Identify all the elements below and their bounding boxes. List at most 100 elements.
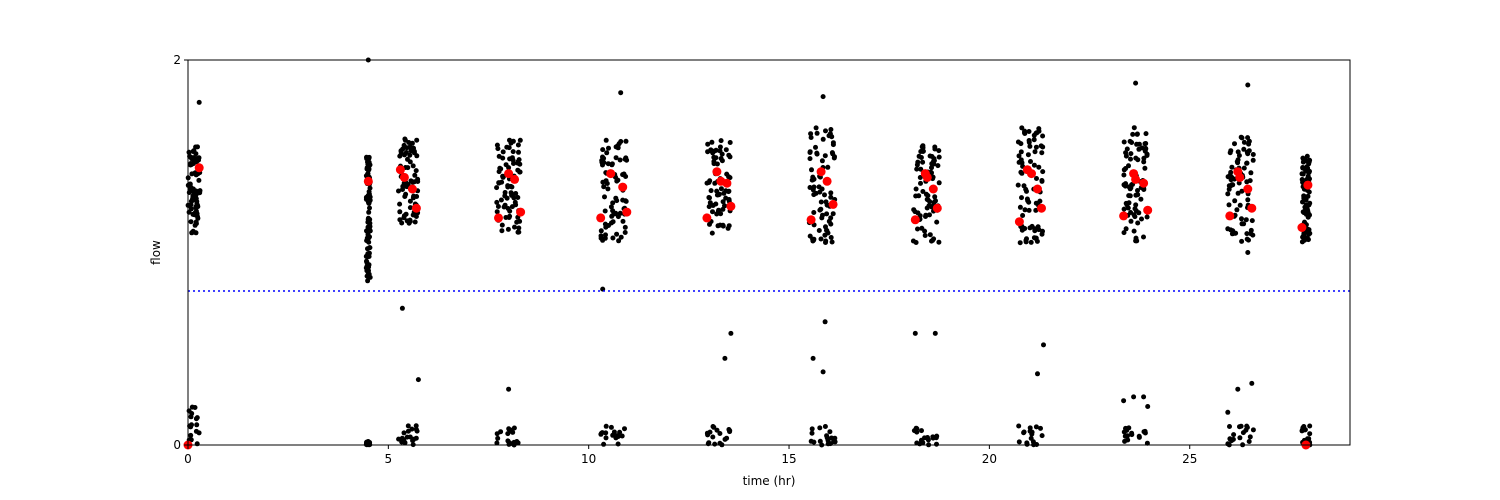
raw-point <box>608 204 614 210</box>
raw-point <box>807 149 813 155</box>
raw-point <box>397 209 403 215</box>
raw-point <box>1128 156 1133 162</box>
raw-point <box>1016 439 1022 445</box>
raw-point <box>936 180 942 186</box>
raw-point <box>399 220 405 226</box>
raw-point <box>506 165 512 171</box>
raw-point <box>1018 169 1024 175</box>
summary-point <box>928 184 938 194</box>
outlier-point <box>363 265 369 271</box>
raw-point <box>364 259 370 265</box>
summary-point <box>712 167 722 177</box>
raw-point <box>935 163 941 169</box>
raw-point <box>919 428 924 434</box>
raw-point <box>705 141 711 147</box>
raw-point <box>1244 231 1250 237</box>
raw-point <box>603 232 608 238</box>
raw-point <box>1125 437 1131 443</box>
raw-point <box>1246 237 1251 243</box>
raw-point <box>1225 191 1231 197</box>
summary-point <box>1027 169 1036 179</box>
raw-point <box>825 164 831 170</box>
raw-point <box>1135 188 1140 193</box>
raw-point <box>913 186 919 192</box>
raw-point <box>923 214 928 219</box>
raw-point <box>515 160 521 166</box>
raw-point <box>1026 138 1032 143</box>
raw-point <box>1237 202 1243 208</box>
raw-point <box>498 197 504 203</box>
raw-point <box>363 194 369 200</box>
raw-point <box>1239 188 1245 194</box>
raw-point <box>1231 432 1237 438</box>
raw-point <box>927 199 933 205</box>
outlier-point <box>912 330 918 336</box>
raw-point <box>605 186 611 192</box>
raw-point <box>600 154 605 160</box>
raw-point <box>403 211 409 217</box>
raw-point <box>918 180 923 186</box>
raw-point <box>1306 212 1312 217</box>
raw-point <box>1300 165 1306 170</box>
raw-point <box>405 423 411 429</box>
raw-point <box>706 195 712 200</box>
raw-point <box>936 239 942 245</box>
raw-point <box>818 236 824 242</box>
raw-point <box>934 441 939 447</box>
raw-point <box>1021 183 1027 189</box>
raw-point <box>709 139 715 145</box>
plot-frame <box>187 59 1351 446</box>
raw-point <box>508 183 514 189</box>
raw-point <box>1015 182 1021 188</box>
raw-point <box>496 153 502 159</box>
outlier-point <box>1141 394 1147 400</box>
y-axis-ticks: 02 <box>173 53 188 452</box>
raw-point <box>1135 220 1141 226</box>
raw-point <box>610 200 616 206</box>
raw-point <box>706 180 712 185</box>
raw-point <box>822 153 828 159</box>
outlier-point <box>1145 404 1151 409</box>
summary-point <box>932 203 942 213</box>
raw-point <box>192 197 198 202</box>
x-tick-label: 15 <box>781 452 796 466</box>
raw-point <box>1301 210 1307 216</box>
raw-point <box>1142 141 1148 147</box>
x-tick-label: 5 <box>385 452 393 466</box>
summary-point <box>399 172 409 182</box>
raw-point <box>367 197 373 203</box>
x-axis-ticks: 0 5 10 15 20 25 <box>184 445 1197 466</box>
raw-point <box>1239 216 1244 222</box>
raw-point <box>413 435 419 441</box>
raw-point <box>1227 150 1233 156</box>
raw-point <box>1300 199 1305 205</box>
raw-point <box>1016 153 1022 159</box>
raw-point <box>1232 141 1237 147</box>
outlier-point <box>415 377 421 383</box>
raw-point <box>911 428 917 434</box>
raw-point <box>494 185 500 191</box>
raw-point <box>194 422 200 428</box>
raw-point <box>1124 427 1129 433</box>
raw-point <box>1225 441 1231 447</box>
raw-point <box>1039 150 1045 156</box>
raw-point <box>193 219 199 225</box>
raw-point <box>722 203 727 209</box>
raw-point <box>1121 139 1127 145</box>
raw-point <box>405 165 411 171</box>
raw-point <box>603 178 609 184</box>
raw-point <box>514 439 520 444</box>
raw-point <box>817 207 823 213</box>
raw-point <box>1304 236 1310 242</box>
raw-point <box>930 237 936 243</box>
raw-point <box>622 224 628 230</box>
raw-point <box>810 236 816 242</box>
raw-point <box>828 190 834 196</box>
raw-point <box>816 184 822 190</box>
raw-point <box>832 439 838 445</box>
raw-point <box>810 187 816 193</box>
raw-point <box>1123 200 1129 206</box>
raw-point <box>1027 425 1033 431</box>
